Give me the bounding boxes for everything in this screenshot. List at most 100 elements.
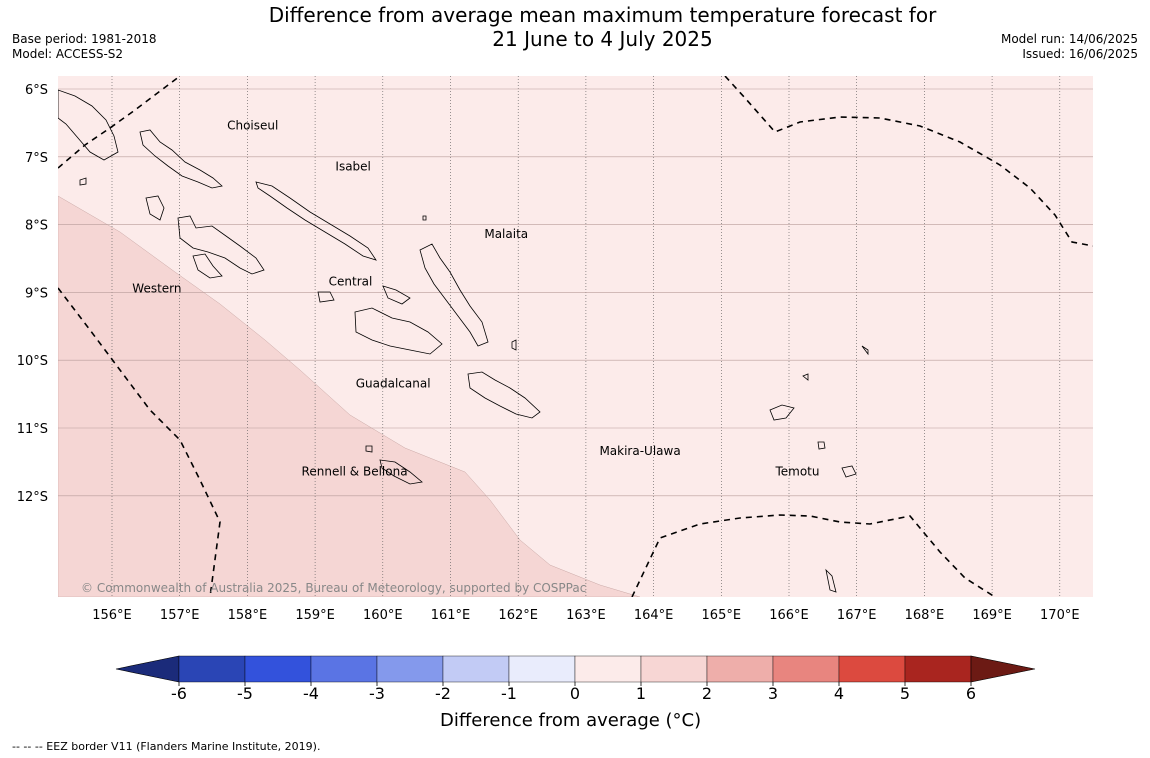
colorbar-segment — [376, 655, 444, 683]
lon-label: 170°E — [1040, 608, 1080, 623]
island-rendova — [192, 253, 223, 279]
region-label: Guadalcanal — [356, 376, 431, 390]
colorbar-segment — [772, 655, 840, 683]
island-makira — [467, 371, 541, 419]
lon-label: 156°E — [92, 608, 132, 623]
title-line-1: Difference from average mean maximum tem… — [268, 3, 937, 27]
lat-label: 6°S — [25, 83, 48, 98]
colorbar-segment — [904, 655, 972, 683]
colorbar-segment — [310, 655, 378, 683]
lon-label: 160°E — [363, 608, 403, 623]
colorbar-segment — [640, 655, 708, 683]
island-vella-lavella — [145, 195, 165, 221]
eez-line-west — [58, 287, 221, 597]
island-santa-cruz — [769, 404, 795, 421]
base-period: Base period: 1981-2018 — [12, 32, 157, 46]
region-label: Malaita — [484, 227, 528, 241]
longitude-labels: 156°E 157°E 158°E 159°E 160°E 161°E 162°E 163°E… — [92, 608, 1079, 623]
island-duff — [802, 373, 809, 381]
colorbar-tick-label: -6 — [171, 684, 187, 700]
eez-line-north-west — [58, 76, 181, 169]
island-guadalcanal — [354, 307, 443, 355]
island-small-1 — [79, 177, 87, 186]
colorbar-tick-label: -5 — [237, 684, 253, 700]
lon-label: 164°E — [634, 608, 674, 623]
eez-line-east — [724, 76, 1093, 247]
lon-label: 157°E — [160, 608, 200, 623]
map-canvas: 6°S 7°S 8°S 9°S 10°S 11°S 12°S 156°E 157°E 158°E… — [17, 76, 1093, 700]
lon-label: 163°E — [566, 608, 606, 623]
colorbar-tick-label: 1 — [636, 684, 646, 700]
colorbar-extend-high — [970, 655, 1036, 683]
colorbar-segment — [574, 655, 642, 683]
colorbar-tick-label: 2 — [702, 684, 712, 700]
region-label: Isabel — [335, 159, 370, 173]
colorbar-segment — [178, 655, 246, 683]
island-savo — [317, 291, 335, 303]
colorbar-segment — [442, 655, 510, 683]
map-title: Difference from average mean maximum tem… — [0, 3, 1150, 51]
region-label: Central — [329, 275, 373, 289]
island-choiseul — [139, 129, 223, 189]
region-label: Makira-Ulawa — [599, 444, 680, 458]
lon-label: 158°E — [228, 608, 268, 623]
colorbar: -6 -5 -4 -3 -2 -1 0 1 2 3 4 5 6 — [115, 655, 1036, 700]
model-run: Model run: 14/06/2025 — [1000, 32, 1138, 46]
footnote: -- -- -- EEZ border V11 (Flanders Marine… — [12, 740, 321, 753]
colorbar-tick-label: 4 — [834, 684, 844, 700]
colorbar-tick-label: 0 — [570, 684, 580, 700]
colorbar-tick-label: -2 — [435, 684, 451, 700]
colorbar-tick-label: -3 — [369, 684, 385, 700]
colorbar-tick-label: -4 — [303, 684, 319, 700]
colorbar-segment — [706, 655, 774, 683]
lon-label: 168°E — [905, 608, 945, 623]
lon-label: 165°E — [702, 608, 742, 623]
issued-date: Issued: 16/06/2025 — [1022, 47, 1138, 61]
lon-label: 167°E — [837, 608, 877, 623]
title-line-2: 21 June to 4 July 2025 — [492, 27, 713, 51]
region-label: Rennell & Bellona — [302, 464, 408, 478]
island-malaita — [419, 243, 489, 347]
anomaly-band-1-2 — [58, 195, 641, 597]
lat-label: 10°S — [17, 354, 48, 369]
lon-label: 166°E — [769, 608, 809, 623]
region-label: Western — [132, 281, 181, 295]
colorbar-tick-label: -1 — [501, 684, 517, 700]
colorbar-tick-label: 3 — [768, 684, 778, 700]
island-utupua — [817, 441, 826, 450]
island-bougainville-tip — [58, 89, 119, 161]
colorbar-tick-label: 6 — [966, 684, 976, 700]
lon-label: 169°E — [972, 608, 1012, 623]
island-bellona — [365, 445, 373, 453]
eez-borders — [58, 76, 1093, 597]
lon-label: 159°E — [295, 608, 335, 623]
model-name: Model: ACCESS-S2 — [12, 47, 124, 61]
lat-label: 11°S — [17, 422, 48, 437]
lon-label: 161°E — [431, 608, 471, 623]
island-reef — [861, 345, 869, 356]
colorbar-tick-label: 5 — [900, 684, 910, 700]
region-labels: Choiseul Isabel Malaita Western Central Guada… — [132, 119, 819, 479]
island-new-georgia — [177, 215, 265, 275]
copyright-notice: © Commonwealth of Australia 2025, Bureau… — [81, 581, 586, 595]
meta-right: Model run: 14/06/2025 Issued: 16/06/2025 — [1001, 32, 1138, 62]
lon-label: 162°E — [498, 608, 538, 623]
lat-label: 7°S — [25, 151, 48, 166]
colorbar-extend-low — [115, 655, 180, 683]
island-small-2 — [422, 215, 427, 221]
lat-label: 9°S — [25, 286, 48, 301]
islands — [58, 89, 869, 593]
colorbar-segment — [508, 655, 576, 683]
island-tikopia — [825, 568, 837, 593]
island-isabel — [255, 181, 377, 261]
graticule — [58, 76, 1093, 597]
colorbar-title: Difference from average (°C) — [440, 710, 702, 731]
lat-label: 8°S — [25, 219, 48, 234]
island-florida — [382, 285, 411, 305]
eez-line-south — [631, 514, 996, 597]
island-ontong-java — [511, 339, 517, 351]
meta-left: Base period: 1981-2018 Model: ACCESS-S2 — [12, 32, 157, 62]
lat-label: 12°S — [17, 490, 48, 505]
region-label: Temotu — [774, 464, 819, 478]
colorbar-segment — [838, 655, 906, 683]
